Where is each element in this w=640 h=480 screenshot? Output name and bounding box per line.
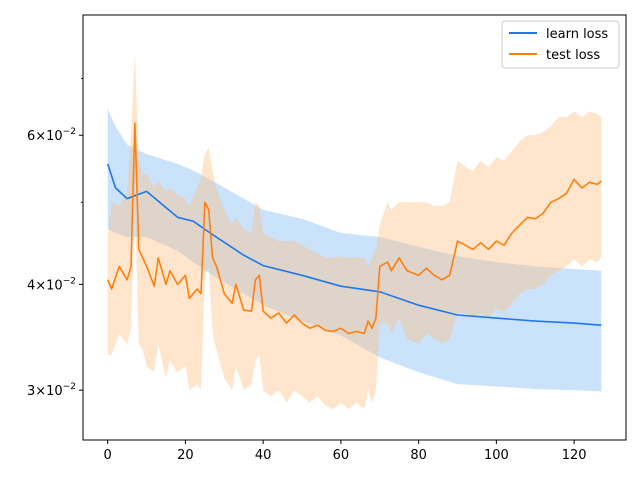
y-axis: 3×10−2 4×10−2 6×10−2 (27, 78, 83, 399)
plot-frame (82, 14, 627, 441)
x-tick-label: 0 (104, 448, 112, 463)
learn-loss-line (106, 163, 602, 326)
y-tick-label: 3×10−2 (27, 382, 76, 399)
series-lines (106, 122, 602, 335)
x-tick-label: 20 (177, 448, 194, 463)
y-tick-label: 4×10−2 (27, 276, 76, 293)
y-tick-label: 6×10−2 (27, 127, 76, 144)
legend-label: test loss (546, 48, 600, 63)
legend: learn loss test loss (501, 20, 620, 69)
test-loss-band (107, 53, 602, 410)
x-tick-label: 120 (562, 448, 587, 463)
learn-loss-band (107, 108, 602, 392)
test-loss-line (106, 122, 602, 335)
confidence-bands (107, 53, 602, 410)
x-axis: 0 20 40 60 80 100 120 (104, 440, 587, 463)
x-tick-label: 80 (410, 448, 427, 463)
x-tick-label: 100 (484, 448, 509, 463)
x-tick-label: 60 (333, 448, 350, 463)
x-tick-label: 40 (255, 448, 272, 463)
legend-label: learn loss (546, 27, 608, 42)
